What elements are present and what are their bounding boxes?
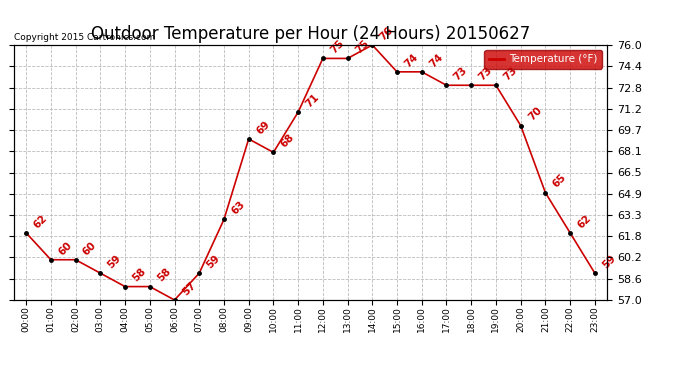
Text: 60: 60 bbox=[57, 240, 74, 257]
Text: 59: 59 bbox=[600, 253, 618, 270]
Text: 63: 63 bbox=[230, 200, 247, 217]
Text: 74: 74 bbox=[427, 52, 445, 69]
Title: Outdoor Temperature per Hour (24 Hours) 20150627: Outdoor Temperature per Hour (24 Hours) … bbox=[91, 26, 530, 44]
Text: 73: 73 bbox=[502, 65, 519, 82]
Text: 76: 76 bbox=[378, 25, 395, 42]
Text: 73: 73 bbox=[477, 65, 494, 82]
Text: 68: 68 bbox=[279, 132, 296, 150]
Text: 62: 62 bbox=[575, 213, 593, 230]
Text: 69: 69 bbox=[254, 119, 271, 136]
Text: 74: 74 bbox=[402, 52, 420, 69]
Legend: Temperature (°F): Temperature (°F) bbox=[484, 50, 602, 69]
Text: 71: 71 bbox=[304, 92, 321, 110]
Text: 60: 60 bbox=[81, 240, 99, 257]
Text: 75: 75 bbox=[353, 38, 371, 56]
Text: Copyright 2015 Cartronics.com: Copyright 2015 Cartronics.com bbox=[14, 33, 155, 42]
Text: 75: 75 bbox=[328, 38, 346, 56]
Text: 65: 65 bbox=[551, 172, 569, 190]
Text: 59: 59 bbox=[106, 253, 123, 270]
Text: 59: 59 bbox=[205, 253, 222, 270]
Text: 62: 62 bbox=[32, 213, 49, 230]
Text: 57: 57 bbox=[180, 280, 197, 297]
Text: 58: 58 bbox=[155, 267, 172, 284]
Text: 73: 73 bbox=[452, 65, 469, 82]
Text: 70: 70 bbox=[526, 105, 544, 123]
Text: 58: 58 bbox=[130, 267, 148, 284]
